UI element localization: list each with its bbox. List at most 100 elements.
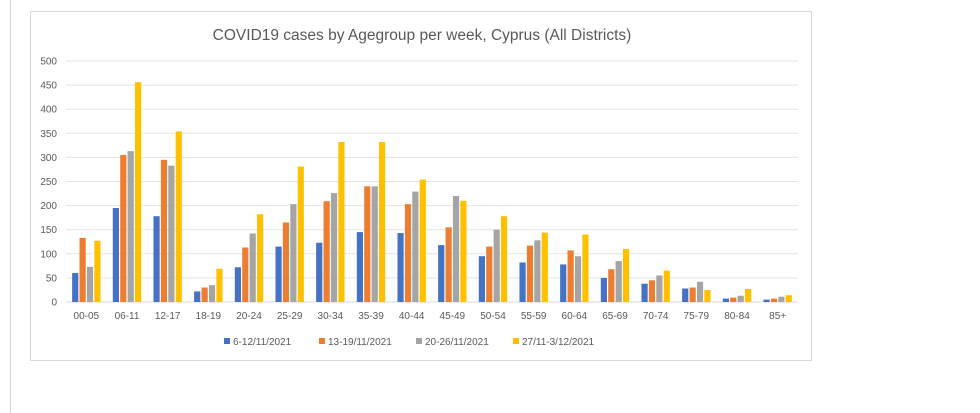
bar [737,295,744,302]
bar [519,262,526,302]
x-tick-label: 30-34 [318,311,344,322]
bar [574,256,582,302]
x-tick-label: 45-49 [440,311,466,322]
bar [763,299,770,302]
legend-label: 27/11-3/12/2021 [522,337,595,348]
x-tick-label: 55-59 [521,311,547,322]
bar [730,297,737,302]
bar [94,240,101,302]
y-tick-label: 150 [40,225,57,236]
bar [120,154,127,302]
bar [689,287,696,302]
bar [615,261,622,302]
y-tick-label: 450 [40,81,57,92]
y-tick-label: 0 [51,298,57,309]
bar [112,208,119,302]
x-tick-label: 40-44 [399,311,425,322]
bar [160,159,168,302]
legend: 6-12/11/2021 13-19/11/2021 20-26/11/2021 27… [224,337,595,348]
x-tick-label: 12-17 [155,311,181,322]
bar [608,269,615,302]
x-tick-label: 18-19 [196,311,222,322]
legend-swatch [319,338,325,344]
bar [656,275,663,302]
legend-label: 13-19/11/2021 [328,337,392,348]
y-tick-label: 200 [40,201,57,212]
chart-svg: COVID19 cases by Agegroup per week, Cypr… [40,27,798,348]
x-tick-label: 65-69 [602,311,628,322]
bar [412,191,419,302]
legend-label: 6-12/11/2021 [233,337,292,348]
chart-container: COVID19 cases by Agegroup per week, Cypr… [30,11,812,361]
bar [501,216,508,302]
x-tick-label: 50-54 [480,311,506,322]
bar [72,273,79,302]
x-tick-label: 06-11 [115,311,140,322]
bar [404,204,412,302]
bar [770,298,778,302]
legend-swatch [224,338,230,344]
x-tick-label: 75-79 [684,311,710,322]
y-tick-label: 350 [40,129,57,140]
x-axis-labels: 00-05 06-11 12-17 18-19 20-24 25-29 30-34 35-39… [74,311,787,322]
bar [338,141,345,302]
bar [297,166,304,302]
y-tick-label: 250 [40,177,57,188]
bar [397,233,404,302]
bar [648,280,656,302]
y-tick-label: 50 [46,273,58,284]
x-tick-label: 35-39 [358,311,384,322]
bar [493,229,500,302]
bar [745,288,752,302]
bar [249,233,256,302]
bar [682,288,689,302]
bar [316,242,323,302]
bar [623,248,630,302]
bar [460,200,467,302]
bar [330,193,338,302]
gridlines [66,60,798,303]
bar [168,165,175,302]
bar [785,295,792,302]
bar [778,296,785,302]
bar [452,195,460,302]
bar [153,216,160,302]
bar [175,131,182,302]
legend-swatch [513,338,519,344]
bar [438,245,445,302]
bar [704,289,711,302]
bar [541,232,548,302]
bar [323,201,330,302]
y-tick-label: 300 [40,153,57,164]
bar [371,186,378,302]
bar [242,247,249,302]
bar [282,222,290,302]
x-tick-label: 60-64 [562,311,588,322]
bar [600,277,607,302]
bar [201,287,208,302]
bar [560,264,567,302]
bar [641,283,648,302]
x-tick-label: 25-29 [277,311,303,322]
bar [275,246,282,302]
bars [72,82,792,302]
bar [663,270,670,302]
bar [696,281,704,302]
y-tick-label: 400 [40,105,57,116]
legend-swatch [416,338,422,344]
bar [257,214,264,302]
bar [208,285,216,302]
y-tick-label: 100 [40,249,57,260]
bar [419,179,426,302]
bar [526,245,534,302]
bar [534,240,541,302]
bar [290,204,297,302]
bar [722,298,729,302]
chart-title: COVID19 cases by Agegroup per week, Cypr… [213,27,632,44]
bar [486,246,493,302]
x-tick-label: 00-05 [74,311,100,322]
bar [356,232,363,302]
bar [582,234,589,302]
bar [194,291,201,302]
bar [135,82,142,302]
